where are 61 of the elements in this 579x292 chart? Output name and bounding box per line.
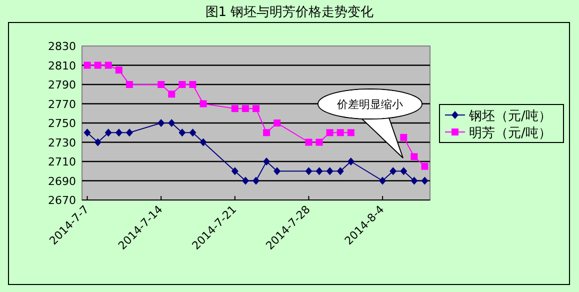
point <box>231 167 238 176</box>
point <box>326 129 334 136</box>
y-tick-label: 2810 <box>48 59 76 72</box>
y-tick-label: 2830 <box>48 40 76 53</box>
point <box>242 176 249 185</box>
point <box>200 138 207 146</box>
point <box>104 62 112 69</box>
point <box>94 62 102 69</box>
point <box>84 128 91 137</box>
point <box>410 153 418 160</box>
point <box>94 138 102 146</box>
point <box>126 128 133 137</box>
point <box>242 105 249 112</box>
point <box>189 81 196 88</box>
point <box>231 105 238 112</box>
point <box>168 119 176 127</box>
point <box>400 167 408 176</box>
point <box>178 81 186 88</box>
point <box>115 128 122 137</box>
point <box>305 138 312 146</box>
chart-title: 图1 钢坯与明芳价格走势变化 <box>205 5 374 20</box>
point <box>115 66 122 74</box>
point <box>336 129 344 136</box>
point <box>336 167 344 176</box>
point <box>316 138 323 146</box>
y-tick-label: 2710 <box>48 156 76 168</box>
point <box>84 62 91 69</box>
point <box>104 128 112 137</box>
point <box>158 81 165 88</box>
y-tick-label: 2690 <box>48 174 76 188</box>
point <box>421 176 428 185</box>
point <box>347 158 354 166</box>
point <box>274 120 281 126</box>
point <box>252 105 260 112</box>
point <box>421 162 428 170</box>
y-tick-label: 2790 <box>48 78 76 92</box>
point <box>189 128 196 137</box>
point <box>400 134 408 141</box>
point <box>200 100 207 108</box>
y-tick-label: 2670 <box>48 194 76 207</box>
point <box>410 176 418 185</box>
y-tick-label: 2750 <box>48 117 76 130</box>
point <box>252 176 260 185</box>
legend-label: 钢坯（元/吨） <box>468 109 552 124</box>
point <box>263 129 270 136</box>
point <box>379 176 386 185</box>
legend-label: 明芳（元/吨） <box>469 126 552 141</box>
y-tick-label: 2730 <box>48 136 76 150</box>
annotation: 价差明显缩小 <box>336 98 403 111</box>
point <box>274 167 281 176</box>
point <box>263 158 270 166</box>
point <box>326 167 334 176</box>
point <box>178 128 186 137</box>
point <box>126 81 133 88</box>
point <box>390 167 397 176</box>
point <box>305 167 312 176</box>
y-tick-label: 2770 <box>48 98 76 111</box>
point <box>316 167 323 176</box>
point <box>347 129 354 136</box>
point <box>168 90 176 98</box>
point <box>158 119 165 127</box>
